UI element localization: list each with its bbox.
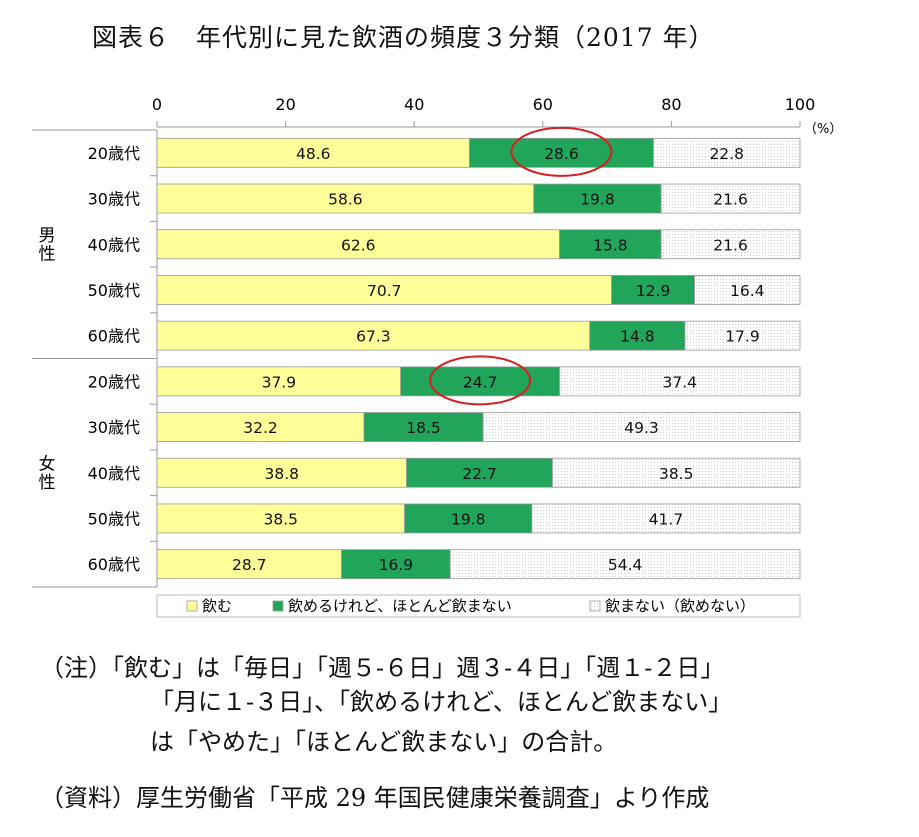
bar-segment	[611, 275, 695, 305]
group-label: 男性	[39, 226, 56, 265]
group-label-char: 女	[39, 454, 56, 474]
bar-segment	[559, 366, 801, 397]
source-line: （資料）厚生労働省「平成 29 年国民健康栄養調査」より作成	[40, 784, 710, 812]
x-tick-label: 0	[152, 95, 162, 114]
legend-swatch	[186, 600, 198, 612]
legend-swatch	[272, 600, 284, 612]
bar-segment	[156, 412, 365, 442]
data-label: 22.7	[462, 465, 497, 483]
legend-box	[156, 594, 801, 618]
data-label: 21.6	[713, 191, 748, 209]
data-label: 28.6	[544, 145, 579, 163]
data-label: 14.8	[620, 328, 655, 346]
data-label: 17.9	[725, 328, 760, 346]
bar-segment	[400, 366, 560, 397]
data-label: 38.5	[659, 465, 694, 483]
bar-segment	[156, 320, 591, 351]
bar-segment	[406, 457, 553, 488]
x-tick-label: 80	[661, 95, 681, 114]
note-line-1: （注）「飲む」は「毎日」「週５-６日」週３-４日」「週１-２日」	[40, 654, 725, 682]
category-label: 20歳代	[88, 372, 140, 391]
category-label: 60歳代	[88, 555, 140, 574]
data-label: 22.8	[709, 145, 744, 163]
bar-segment	[589, 320, 686, 351]
bar-segment	[533, 183, 662, 214]
group-label-char: 性	[39, 473, 56, 493]
bar-segment	[660, 229, 801, 260]
bar-segment	[156, 366, 402, 397]
note-line-2: 「月に１-３日」、「飲めるけれど、ほとんど飲まない」	[150, 688, 733, 716]
group-label-char: 男	[39, 226, 56, 246]
bar-segment	[684, 320, 801, 351]
category-label: 40歳代	[88, 235, 140, 254]
data-label: 12.9	[636, 282, 671, 300]
bar-segment	[449, 549, 801, 580]
category-label: 50歳代	[88, 509, 140, 528]
data-label: 37.4	[663, 373, 698, 391]
bar-segment	[404, 503, 533, 534]
stacked-bar-chart: 0 20 40 60 80 100（%）男性20歳代30歳代40歳代50歳代60歳代女性2…	[32, 95, 842, 618]
category-label: 30歳代	[88, 190, 140, 209]
bar-segment	[531, 503, 801, 534]
bar-segment	[156, 549, 342, 580]
data-label: 16.9	[379, 556, 414, 574]
x-unit-label: （%）	[804, 122, 842, 137]
data-label: 62.6	[341, 236, 376, 254]
data-label: 37.9	[262, 373, 297, 391]
data-label: 58.6	[328, 191, 363, 209]
x-tick-label: 100	[785, 95, 816, 114]
data-label: 41.7	[649, 510, 684, 528]
bar-segment	[694, 275, 801, 305]
group-label: 女性	[39, 454, 56, 493]
x-tick-label: 40	[404, 95, 424, 114]
data-label: 70.7	[367, 282, 402, 300]
x-tick-label: 20	[275, 95, 295, 114]
data-label: 48.6	[296, 145, 331, 163]
data-label: 21.6	[713, 236, 748, 254]
bar-segment	[156, 275, 613, 305]
category-label: 60歳代	[88, 327, 140, 346]
legend-swatch	[589, 600, 601, 612]
note-line-3: は「やめた」「ほとんど飲まない」の合計。	[150, 728, 618, 756]
bar-segment	[363, 412, 484, 442]
data-label: 16.4	[730, 282, 765, 300]
data-label: 67.3	[356, 328, 391, 346]
category-label: 20歳代	[88, 144, 140, 163]
chart-title: 図表６ 年代別に見た飲酒の頻度３分類（2017 年）	[92, 23, 715, 52]
highlight-ellipse	[429, 355, 532, 406]
data-label: 18.5	[406, 419, 441, 437]
data-label: 38.5	[264, 510, 299, 528]
legend-label: 飲めるけれど、ほとんど飲まない	[288, 597, 512, 615]
bar-segment	[660, 183, 801, 214]
bar-segment	[156, 137, 470, 168]
category-label: 40歳代	[88, 464, 140, 483]
data-label: 19.8	[580, 191, 615, 209]
x-tick-label: 60	[533, 95, 553, 114]
data-label: 28.7	[232, 556, 267, 574]
group-label-char: 性	[39, 245, 56, 265]
data-label: 54.4	[608, 556, 643, 574]
data-label: 19.8	[451, 510, 486, 528]
bar-segment	[482, 412, 801, 442]
category-label: 30歳代	[88, 418, 140, 437]
legend-label: 飲む	[202, 597, 232, 615]
highlight-ellipse	[510, 126, 613, 177]
bar-segment	[341, 549, 451, 580]
category-label: 50歳代	[88, 281, 140, 300]
bar-segment	[156, 229, 560, 260]
data-label: 24.7	[463, 373, 498, 391]
data-label: 32.2	[243, 419, 278, 437]
legend-label: 飲まない（飲めない）	[605, 597, 755, 615]
bar-segment	[552, 457, 801, 488]
data-label: 38.8	[264, 465, 299, 483]
data-label: 15.8	[593, 236, 628, 254]
bar-segment	[156, 457, 407, 488]
bar-segment	[652, 137, 801, 168]
data-label: 49.3	[624, 419, 659, 437]
